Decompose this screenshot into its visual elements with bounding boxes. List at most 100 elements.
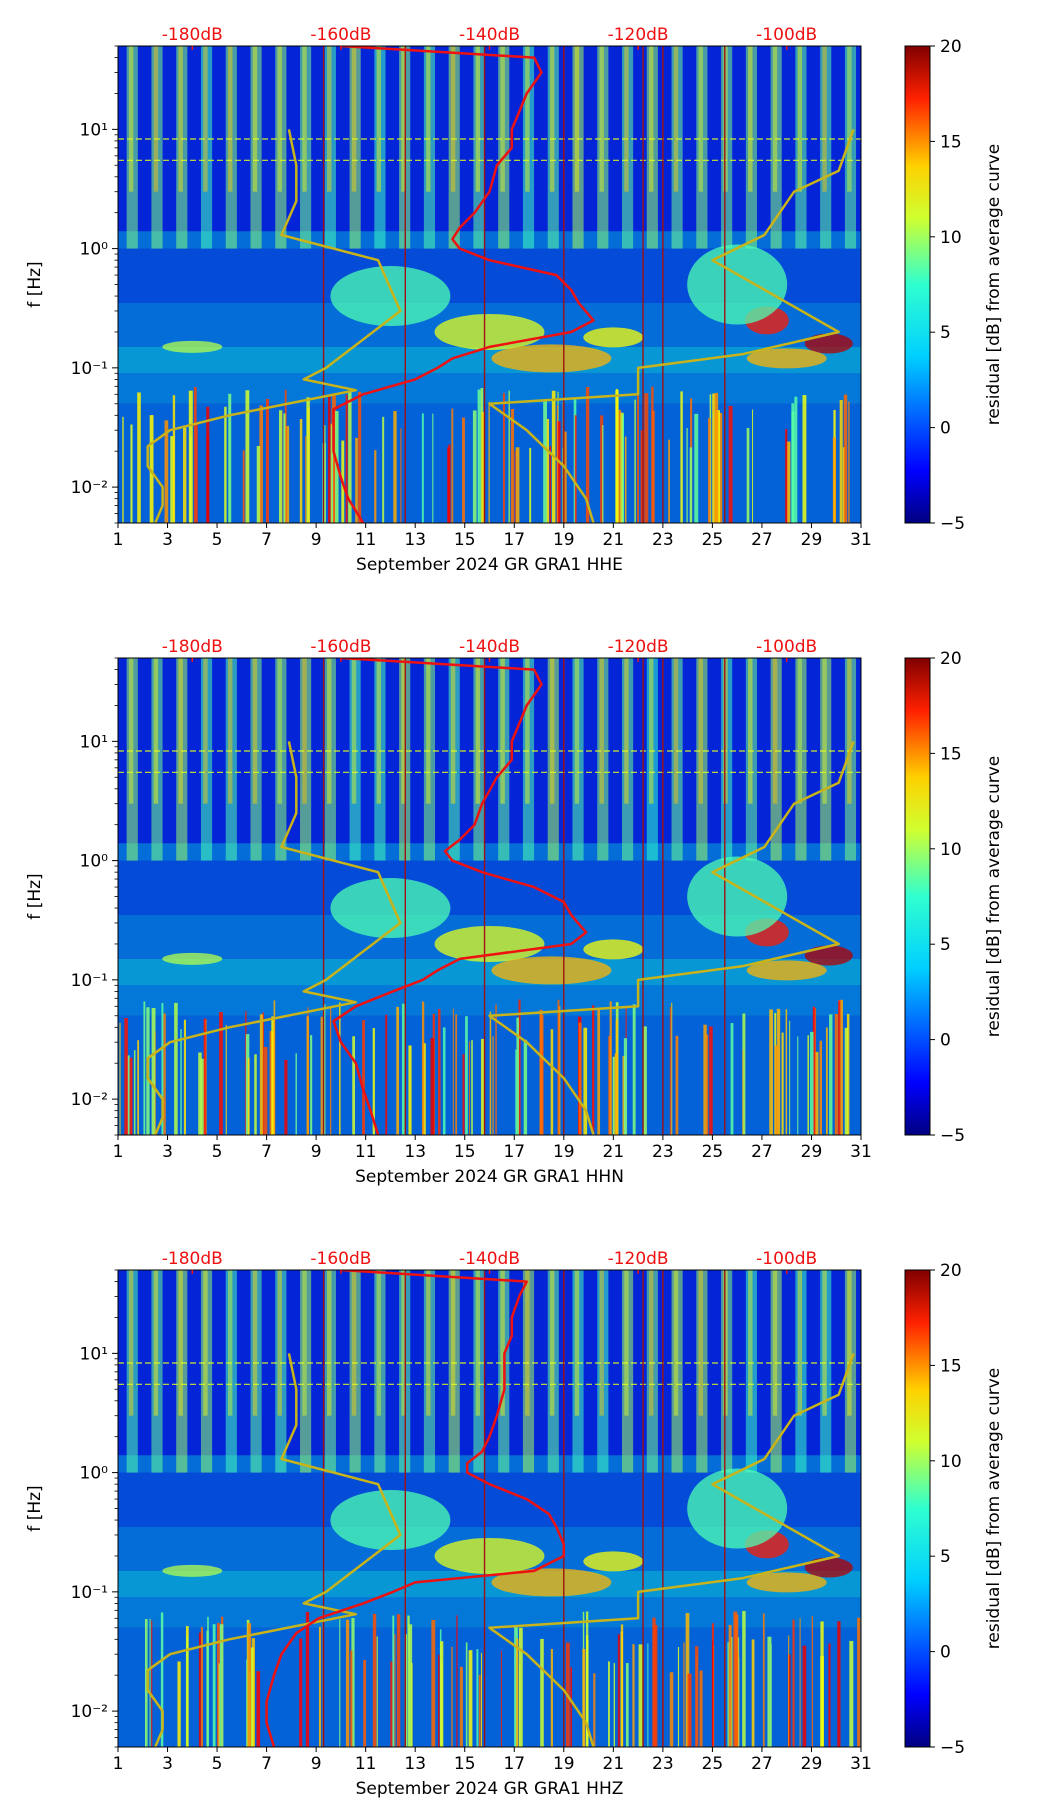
day-stripe (498, 658, 510, 861)
low-frequency-spike (259, 1014, 263, 1135)
low-frequency-spike (788, 1635, 790, 1747)
colorbar-tick-label: 5 (940, 1547, 951, 1567)
low-frequency-spike (500, 1650, 502, 1747)
x-tick-label: 7 (261, 530, 272, 550)
low-frequency-spike (219, 1624, 224, 1747)
day-stripe (250, 46, 262, 249)
storm-patch (687, 244, 788, 325)
low-frequency-spike (810, 1031, 814, 1135)
low-frequency-spike (516, 1638, 519, 1747)
day-stripe-core (227, 1270, 233, 1416)
day-stripe (646, 1270, 658, 1473)
day-stripe (151, 658, 163, 861)
day-stripe-core (698, 658, 703, 804)
low-frequency-spike (310, 1035, 313, 1135)
y-axis-label: f [Hz] (25, 261, 45, 307)
day-stripe (300, 658, 312, 861)
low-frequency-spike (677, 1646, 680, 1747)
day-stripe (820, 658, 832, 861)
low-frequency-spike (284, 389, 287, 523)
low-frequency-spike (408, 1624, 413, 1747)
low-frequency-spike (186, 1636, 189, 1747)
low-frequency-spike (550, 1648, 553, 1747)
low-frequency-spike (632, 1004, 636, 1135)
day-stripe-core (475, 1270, 481, 1416)
y-axis-label: f [Hz] (25, 1485, 45, 1531)
day-stripe-core (153, 658, 159, 804)
x-tick-label: 29 (801, 1754, 823, 1774)
low-frequency-spike (396, 1006, 399, 1135)
day-stripe (225, 658, 237, 861)
low-frequency-spike (217, 1622, 220, 1747)
colorbar-tick-label: 0 (940, 1031, 951, 1051)
day-stripe-core (847, 1270, 852, 1416)
low-frequency-spike (686, 428, 688, 523)
db-axis-label: -120dB (608, 25, 669, 45)
low-frequency-spike (262, 1012, 264, 1135)
low-frequency-spike (685, 1613, 690, 1747)
low-frequency-spike (265, 398, 269, 523)
day-stripe-core (450, 46, 456, 192)
low-frequency-spike (593, 1673, 596, 1747)
x-tick-label: 25 (702, 1142, 724, 1162)
low-frequency-spike (455, 1014, 458, 1135)
low-frequency-spike (838, 1000, 841, 1135)
low-frequency-spike (396, 1614, 401, 1747)
day-stripe (473, 46, 485, 249)
day-stripe-core (574, 658, 580, 804)
day-stripe (349, 658, 361, 861)
day-stripe-core (426, 658, 431, 804)
x-tick-label: 13 (404, 1754, 426, 1774)
day-stripe-core (673, 658, 679, 804)
storm-patch (491, 956, 612, 985)
day-stripe (200, 46, 213, 249)
low-frequency-spike (746, 427, 750, 523)
low-frequency-spike (625, 1663, 629, 1747)
day-stripe-core (847, 658, 852, 804)
low-frequency-spike (225, 1025, 227, 1135)
day-stripe-core (351, 658, 357, 804)
frequency-band (118, 1597, 861, 1628)
day-stripe (300, 1270, 312, 1473)
high-noise-model-line (488, 740, 855, 1135)
low-frequency-spike (714, 392, 719, 523)
low-frequency-spike (819, 1040, 823, 1135)
day-stripe (423, 46, 436, 249)
colorbar-tick-label: 0 (940, 1643, 951, 1663)
day-stripe (696, 658, 708, 861)
low-frequency-spike (345, 1619, 350, 1747)
day-stripe (200, 1270, 213, 1473)
low-frequency-spike (385, 1014, 388, 1135)
day-stripe (745, 1270, 757, 1473)
colorbar-tick-label: −5 (940, 514, 965, 534)
day-stripe (597, 1270, 609, 1473)
psd-curve-line (265, 1270, 566, 1747)
low-frequency-spike (699, 1670, 703, 1747)
day-stripe-core (748, 46, 753, 192)
low-frequency-spike (623, 1038, 628, 1135)
storm-patch (162, 340, 223, 353)
low-frequency-spike (462, 417, 465, 523)
storm-patch (434, 925, 545, 962)
low-frequency-spike (407, 1615, 410, 1747)
day-stripe-core (624, 1270, 629, 1416)
day-stripe-core (426, 1270, 431, 1416)
low-frequency-spike (787, 1654, 791, 1747)
low-frequency-spike (523, 1039, 528, 1135)
day-stripe (597, 658, 609, 861)
low-frequency-spike (432, 413, 434, 523)
low-frequency-spike (600, 415, 604, 523)
y-tick-label: 10⁰ (80, 1464, 109, 1484)
low-frequency-spike (695, 1646, 699, 1747)
y-tick-label: 10¹ (80, 120, 108, 140)
low-frequency-spike (372, 1613, 377, 1747)
low-frequency-spike (476, 1649, 479, 1747)
low-frequency-spike (137, 392, 141, 523)
low-frequency-spike (570, 1667, 573, 1747)
frequency-band (118, 373, 861, 404)
x-tick-label: 1 (113, 1754, 124, 1774)
low-frequency-spike (124, 1018, 128, 1135)
day-stripe (250, 658, 262, 861)
low-frequency-spike (617, 409, 622, 523)
x-tick-label: 25 (702, 1754, 724, 1774)
